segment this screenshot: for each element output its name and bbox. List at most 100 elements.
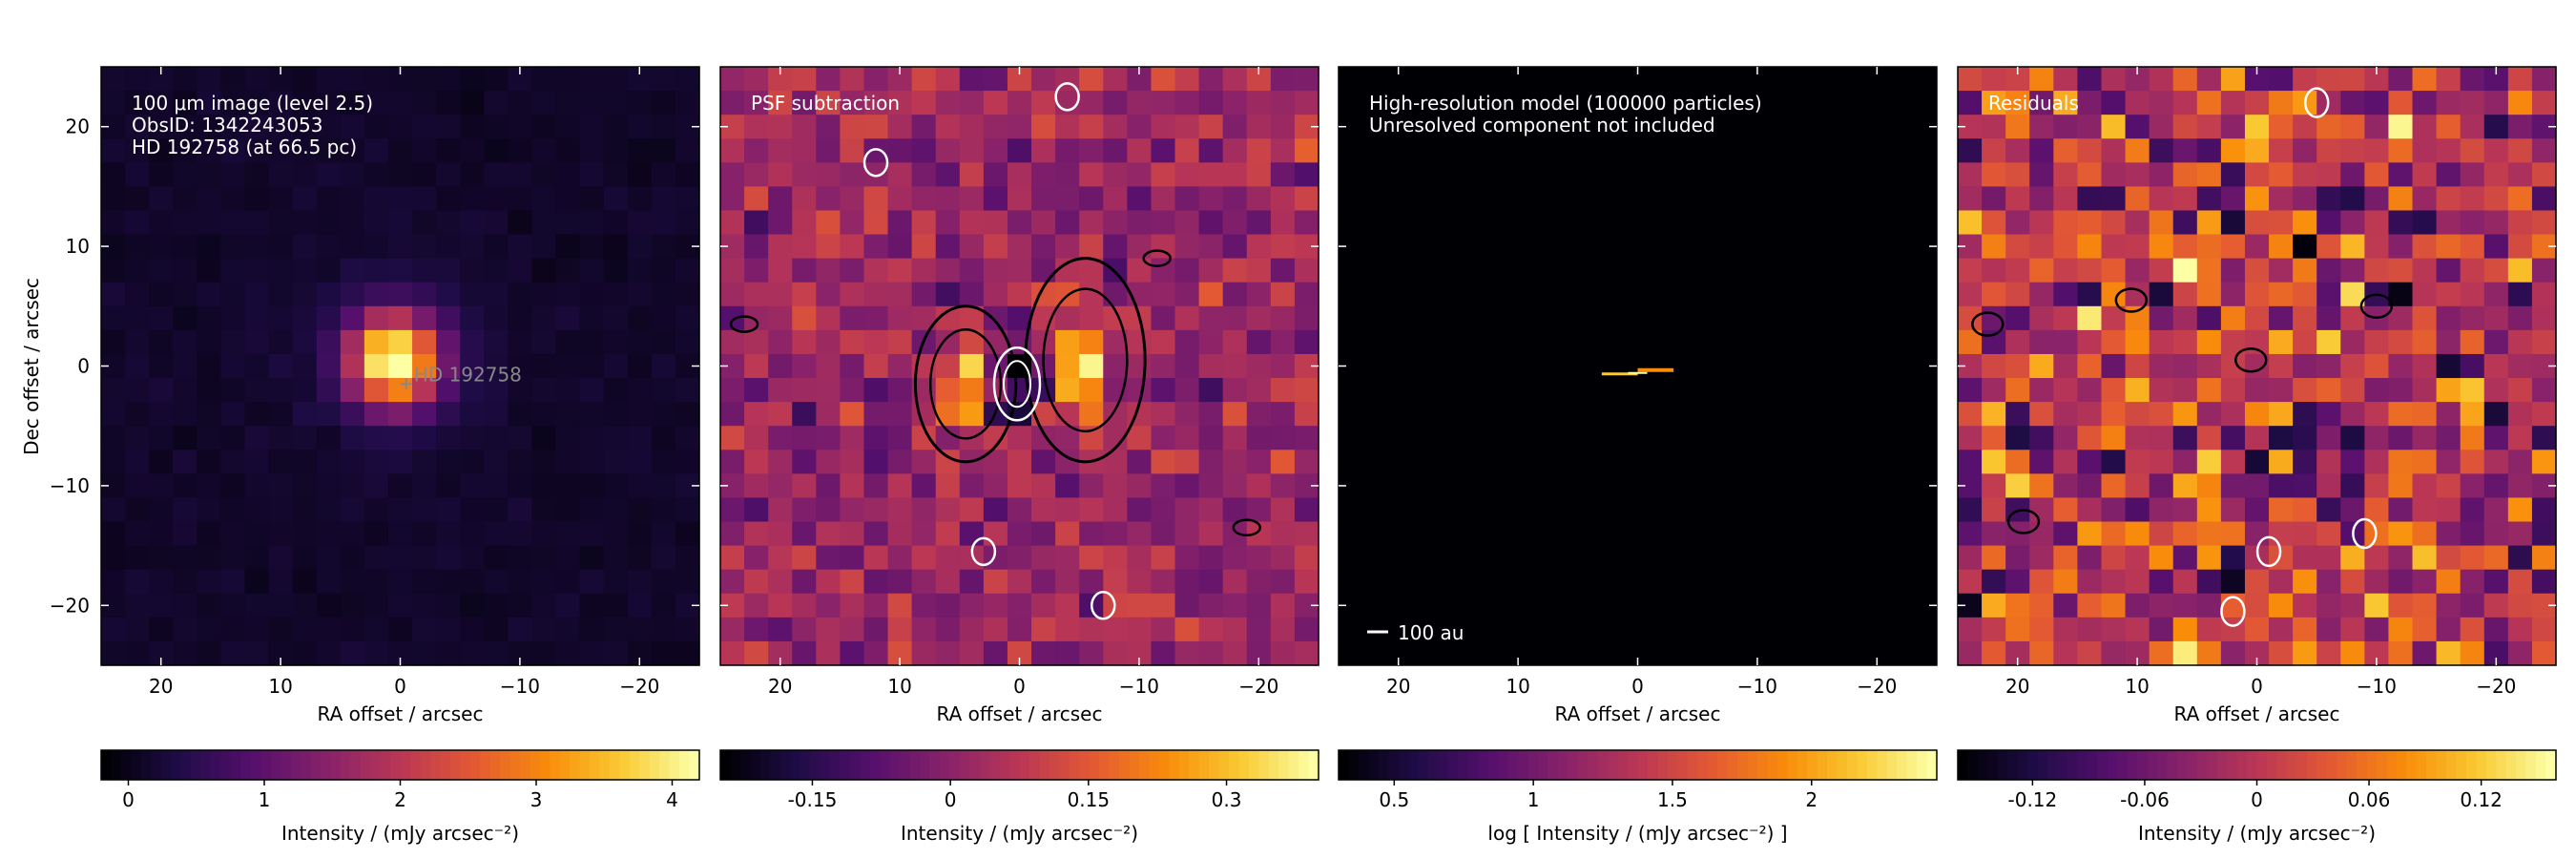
x-tick-label: −10 — [500, 675, 540, 698]
positive-contour — [1024, 257, 1147, 464]
negative-contour — [992, 346, 1042, 422]
x-tick-label: 20 — [768, 675, 792, 698]
colorbar-label: Intensity / (mJy arcsec⁻²) — [281, 822, 519, 845]
panel-psf_subtraction: PSF subtraction 20 10 0 −10 −20 RA offset / ar… — [719, 66, 1319, 845]
x-axis-label: RA offset / arcsec — [2174, 702, 2340, 725]
panel-residuals: Residuals 20 10 0 −10 −20 RA offset / arcsec -0… — [1957, 66, 2557, 845]
colorbar-tick-label: 0.06 — [2348, 788, 2391, 811]
contours — [729, 82, 1262, 620]
colorbar-tick-label: 0.5 — [1379, 788, 1409, 811]
negative-contour — [2303, 87, 2330, 118]
y-tick-label: 10 — [66, 235, 90, 258]
colorbar-tick-label: 0.3 — [1212, 788, 1242, 811]
colorbar-tick-label: 1 — [1527, 788, 1540, 811]
colorbar: 0 1 2 3 4 Intensity / (mJy arcsec⁻²) — [100, 749, 700, 845]
y-tick-label: −20 — [50, 594, 90, 617]
colorbar-frame — [719, 749, 1319, 781]
dec-axis-label: Dec offset / arcsec — [20, 278, 43, 455]
negative-contour — [2220, 596, 2246, 627]
heatmap-image — [101, 67, 700, 666]
positive-contour — [928, 328, 1003, 440]
y-tick-label: 0 — [77, 355, 90, 378]
negative-contour — [2352, 517, 2378, 550]
x-axis-label: RA offset / arcsec — [318, 702, 484, 725]
panel-model: 100 au High-resolution model (100000 part… — [1338, 66, 1938, 845]
colorbar-tick-label: -0.06 — [2120, 788, 2170, 811]
colorbar-tick-label: 0.12 — [2460, 788, 2503, 811]
colorbar-tick-label: 3 — [530, 788, 543, 811]
x-tick-label: 10 — [2125, 675, 2149, 698]
y-tick-label: −10 — [50, 474, 90, 497]
panel-annotation: PSF subtraction — [751, 92, 900, 115]
x-tick-label: −20 — [619, 675, 659, 698]
colorbar-tick-label: -0.15 — [788, 788, 838, 811]
colorbar-tick-label: 1.5 — [1657, 788, 1688, 811]
x-tick-label: −10 — [2357, 675, 2397, 698]
panel-annotation: 100 μm image (level 2.5) — [132, 92, 373, 115]
panel-annotation: High-resolution model (100000 particles) — [1369, 92, 1762, 115]
x-axis-label: RA offset / arcsec — [1555, 702, 1721, 725]
colorbar: 0.5 1 1.5 2 log [ Intensity / (mJy arcsec⁻²)… — [1338, 749, 1938, 845]
x-tick-label: −10 — [1119, 675, 1159, 698]
colorbar-tick-label: 2 — [394, 788, 406, 811]
colorbar-tick-label: 0.15 — [1068, 788, 1111, 811]
panel-background — [1339, 67, 1937, 665]
colorbar-tick-label: 1 — [259, 788, 271, 811]
heatmap-image — [1958, 67, 2557, 666]
positive-contour — [2006, 509, 2041, 534]
colorbar-tick-label: -0.12 — [2008, 788, 2058, 811]
positive-contour — [2359, 293, 2394, 320]
contours — [1971, 87, 2394, 627]
colorbar-tick-label: 0 — [945, 788, 957, 811]
negative-contour — [1002, 360, 1031, 409]
positive-contour — [729, 315, 759, 333]
colorbar: -0.15 0 0.15 0.3 Intensity / (mJy arcsec⁻²) — [719, 749, 1319, 845]
x-tick-label: −20 — [1238, 675, 1278, 698]
positive-contour — [2233, 346, 2268, 373]
positive-contour — [1232, 518, 1262, 537]
x-tick-label: 0 — [1631, 675, 1644, 698]
scale-bar-label: 100 au — [1398, 621, 1464, 644]
star-label: HD 192758 — [414, 363, 522, 386]
negative-contour — [1054, 82, 1080, 112]
negative-contour — [862, 148, 889, 178]
negative-contour — [970, 536, 997, 567]
positive-contour — [1971, 311, 2005, 337]
positive-contour — [913, 304, 1018, 464]
colorbar-label: Intensity / (mJy arcsec⁻²) — [901, 822, 1138, 845]
panel-annotation: HD 192758 (at 66.5 pc) — [132, 136, 357, 158]
colorbar: -0.12 -0.06 0 0.06 0.12 Intensity / (mJy arcs… — [1957, 749, 2557, 845]
panel-annotation: Residuals — [1988, 92, 2079, 115]
colorbar-label: log [ Intensity / (mJy arcsec⁻²) ] — [1487, 822, 1787, 845]
colorbar-label: Intensity / (mJy arcsec⁻²) — [2138, 822, 2376, 845]
x-tick-label: 0 — [394, 675, 406, 698]
x-tick-label: −20 — [1857, 675, 1897, 698]
x-tick-label: 10 — [268, 675, 292, 698]
x-tick-label: 10 — [1506, 675, 1529, 698]
panel-image: 100 μm image (level 2.5)ObsID: 134224305… — [50, 66, 700, 845]
x-tick-label: −10 — [1737, 675, 1777, 698]
x-tick-label: 0 — [1013, 675, 1026, 698]
colorbar-frame — [1338, 749, 1938, 781]
panel-annotation: ObsID: 1342243053 — [132, 114, 323, 136]
x-axis-label: RA offset / arcsec — [937, 702, 1103, 725]
negative-contour — [1091, 591, 1116, 620]
x-tick-label: 20 — [149, 675, 173, 698]
heatmap-image — [720, 67, 1319, 666]
positive-contour — [2114, 287, 2149, 313]
positive-contour — [1142, 249, 1172, 267]
colorbar-tick-label: 0 — [122, 788, 135, 811]
x-tick-label: 0 — [2251, 675, 2263, 698]
x-tick-label: 10 — [887, 675, 911, 698]
colorbar-tick-label: 0 — [2251, 788, 2263, 811]
x-tick-label: −20 — [2476, 675, 2516, 698]
negative-contour — [2255, 535, 2282, 568]
y-tick-label: 20 — [66, 115, 90, 138]
positive-contour — [1042, 287, 1129, 433]
star-marker — [400, 378, 412, 390]
x-tick-label: 20 — [2005, 675, 2029, 698]
panel-annotation: Unresolved component not included — [1369, 114, 1715, 136]
colorbar-tick-label: 2 — [1805, 788, 1818, 811]
colorbar-tick-label: 4 — [666, 788, 678, 811]
